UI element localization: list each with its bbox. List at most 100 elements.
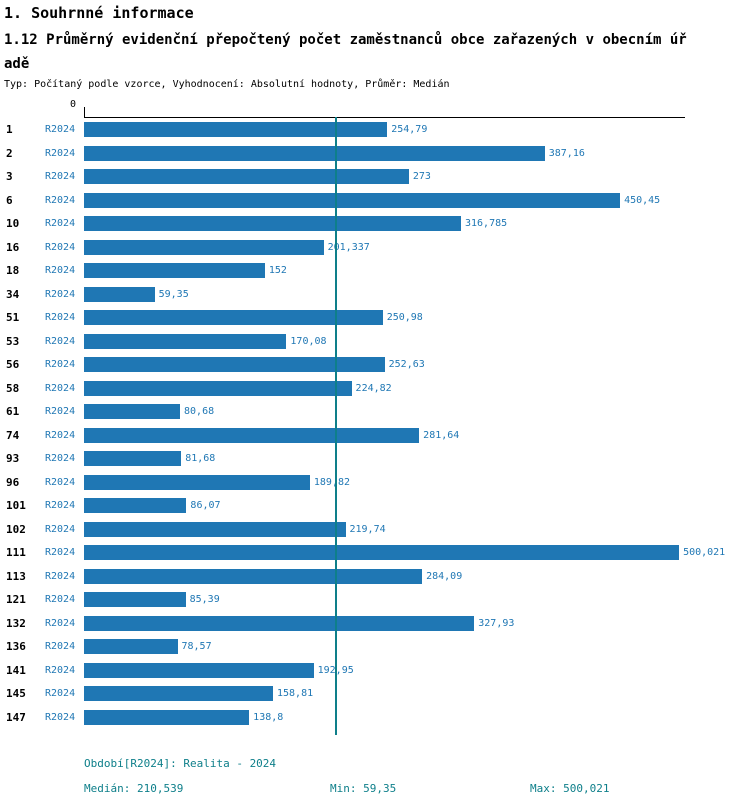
row-series-label: R2024 (45, 312, 76, 324)
row-id: 102 (6, 522, 26, 536)
chart-title-line-1: 1.12 Průměrný evidenční přepočtený počet… (4, 32, 687, 48)
row-id: 10 (6, 217, 20, 231)
row-series-label: R2024 (45, 429, 76, 441)
chart-row: 96 R2024 189,82 (0, 471, 750, 495)
bar-track: 78,57 (84, 639, 685, 655)
bar-value-label: 250,98 (386, 312, 423, 324)
bar-value-label: 80,68 (184, 406, 215, 418)
chart-title-line-2: adě (4, 56, 30, 72)
footer-stats: Medián: 210,539 Min: 59,35 Max: 500,021 (0, 782, 750, 796)
bar-value-label: 201,337 (327, 241, 370, 253)
row-series-label: R2024 (45, 523, 76, 535)
row-id: 34 (6, 287, 20, 301)
chart-row: 141 R2024 192,95 (0, 659, 750, 683)
bar (84, 545, 680, 561)
bar-track: 500,021 (84, 545, 725, 561)
row-series-label: R2024 (45, 641, 76, 653)
bar (84, 568, 423, 584)
chart-row: 102 R2024 219,74 (0, 518, 750, 542)
row-series-label: R2024 (45, 711, 76, 723)
bar-value-label: 219,74 (349, 523, 386, 535)
axis-zero-label: 0 (70, 99, 77, 110)
row-id: 56 (6, 358, 20, 372)
bar-value-label: 189,82 (313, 476, 351, 488)
bar-track: 189,82 (84, 474, 685, 490)
row-id: 147 (6, 710, 26, 724)
bar-value-label: 450,45 (624, 194, 661, 206)
row-id: 101 (6, 499, 26, 513)
bar (84, 686, 273, 702)
row-series-label: R2024 (45, 382, 76, 394)
bar (84, 216, 461, 232)
row-id: 121 (6, 593, 26, 607)
row-id: 145 (6, 687, 26, 701)
row-id: 61 (6, 405, 20, 419)
chart-row: 121 R2024 85,39 (0, 588, 750, 612)
row-series-label: R2024 (45, 359, 76, 371)
row-series-label: R2024 (45, 124, 76, 136)
bar-track: 387,16 (84, 145, 685, 161)
chart-row: 61 R2024 80,68 (0, 400, 750, 424)
bar-value-label: 78,57 (181, 641, 212, 653)
row-id: 2 (6, 146, 13, 160)
row-id: 74 (6, 428, 20, 442)
row-series-label: R2024 (45, 147, 76, 159)
bar-value-label: 158,81 (276, 688, 314, 700)
footer-max: Max: 500,021 (530, 782, 610, 795)
row-id: 58 (6, 381, 20, 395)
bar (84, 357, 385, 373)
bar-value-label: 86,07 (190, 500, 221, 512)
bar (84, 310, 383, 326)
bar (84, 239, 324, 255)
chart-row: 58 R2024 224,82 (0, 377, 750, 401)
bar-track: 80,68 (84, 404, 685, 420)
bar-value-label: 59,35 (158, 288, 189, 300)
bar-track: 316,785 (84, 216, 685, 232)
bar (84, 192, 621, 208)
row-id: 18 (6, 264, 20, 278)
row-series-label: R2024 (45, 335, 76, 347)
chart-row: 2 R2024 387,16 (0, 142, 750, 166)
row-id: 141 (6, 663, 26, 677)
chart-footer: Období[R2024]: Realita - 2024 Medián: 21… (0, 757, 750, 796)
chart-row: 101 R2024 86,07 (0, 494, 750, 518)
bar (84, 639, 178, 655)
bar-track: 170,08 (84, 333, 685, 349)
chart-row: 34 R2024 59,35 (0, 283, 750, 307)
row-series-label: R2024 (45, 406, 76, 418)
page-title: 1. Souhrnné informace (4, 4, 194, 22)
row-id: 132 (6, 616, 26, 630)
row-id: 136 (6, 640, 26, 654)
row-series-label: R2024 (45, 570, 76, 582)
bar-value-label: 387,16 (548, 147, 585, 159)
row-series-label: R2024 (45, 288, 76, 300)
bar-track: 250,98 (84, 310, 685, 326)
bar-track: 450,45 (84, 192, 685, 208)
bar-track: 254,79 (84, 122, 685, 138)
bar-track: 138,8 (84, 709, 685, 725)
bar-track: 219,74 (84, 521, 685, 537)
chart-row: 74 R2024 281,64 (0, 424, 750, 448)
bar (84, 333, 287, 349)
row-series-label: R2024 (45, 265, 76, 277)
bar (84, 122, 388, 138)
row-id: 51 (6, 311, 20, 325)
chart-row: 51 R2024 250,98 (0, 306, 750, 330)
bar (84, 498, 187, 514)
bar-value-label: 316,785 (465, 218, 508, 230)
bar (84, 709, 250, 725)
bar-chart: 0 1 R2024 254,79 2 R2024 387,16 3 R2024 … (0, 99, 750, 735)
bar-value-label: 284,09 (426, 570, 463, 582)
bar-track: 192,95 (84, 662, 685, 678)
bar-value-label: 281,64 (423, 429, 460, 441)
chart-row: 3 R2024 273 (0, 165, 750, 189)
chart-row: 6 R2024 450,45 (0, 189, 750, 213)
bar-value-label: 273 (412, 171, 431, 183)
bar (84, 615, 475, 631)
chart-row: 136 R2024 78,57 (0, 635, 750, 659)
chart-row: 18 R2024 152 (0, 259, 750, 283)
chart-row: 16 R2024 201,337 (0, 236, 750, 260)
bar-value-label: 85,39 (189, 594, 220, 606)
chart-row: 1 R2024 254,79 (0, 118, 750, 142)
row-series-label: R2024 (45, 218, 76, 230)
